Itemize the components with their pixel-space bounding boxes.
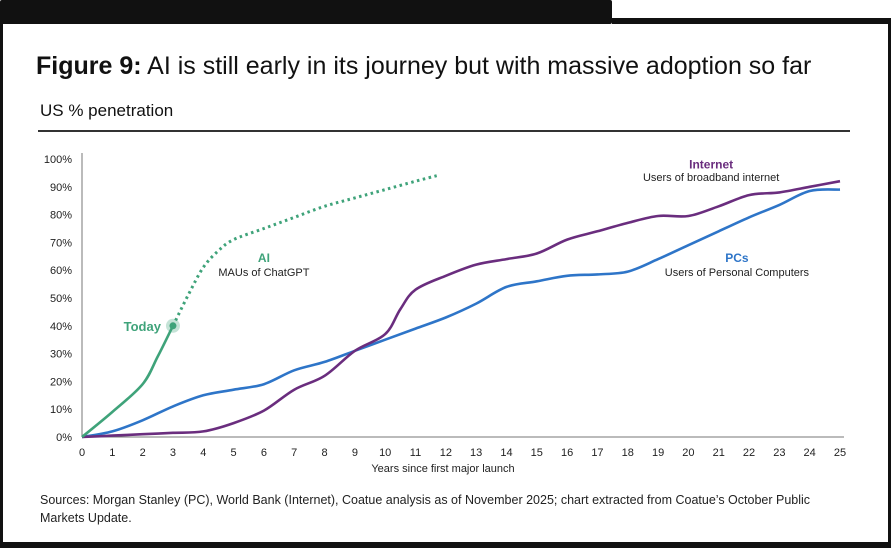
x-tick-label: 14 [500, 447, 512, 459]
figure-label: Figure 9: [36, 52, 142, 80]
y-tick-label: 100% [44, 154, 72, 166]
x-tick-label: 8 [321, 447, 327, 459]
chart-axes: 0%10%20%30%40%50%60%70%80%90%100%0 1 2 3 4 5 6… [44, 153, 846, 475]
x-tick-label: 2 [140, 447, 146, 459]
x-tick-label: 1 [109, 447, 115, 459]
today-annotation: Today [124, 319, 162, 334]
pcs-series-line [81, 188, 841, 439]
y-tick-label: 30% [50, 349, 72, 361]
title-divider [38, 130, 850, 132]
x-tick-label: 25 [834, 447, 846, 459]
x-tick-label: 12 [440, 447, 452, 459]
y-tick-label: 70% [50, 237, 72, 249]
x-tick-label: 15 [531, 447, 543, 459]
y-tick-label: 90% [50, 182, 72, 194]
y-tick-label: 50% [50, 293, 72, 305]
x-tick-label: 3 [170, 447, 176, 459]
x-tick-label: 21 [713, 447, 725, 459]
y-tick-label: 80% [50, 210, 72, 222]
source-note: Sources: Morgan Stanley (PC), World Bank… [40, 493, 811, 525]
internet-series-description: Users of broadband internet [643, 172, 779, 184]
x-tick-label: 7 [291, 447, 297, 459]
y-tick-label: 20% [50, 376, 72, 388]
internet-series-line [81, 179, 841, 439]
x-tick-label: 23 [773, 447, 785, 459]
x-tick-label: 22 [743, 447, 755, 459]
x-tick-label: 9 [352, 447, 358, 459]
ai-projected-line [171, 174, 438, 327]
figure-title: Figure 9: AI is still early in its journ… [36, 52, 811, 81]
x-tick-label: 6 [261, 447, 267, 459]
x-tick-label: 19 [652, 447, 664, 459]
figure-title-text: AI is still early in its journey but wit… [147, 52, 812, 80]
x-tick-label: 5 [231, 447, 237, 459]
x-tick-label: 11 [410, 447, 421, 459]
today-marker [169, 322, 177, 330]
y-tick-label: 60% [50, 265, 72, 277]
figure-frame [0, 18, 891, 548]
y-tick-label: 0% [56, 432, 72, 444]
x-tick-label: 17 [591, 447, 603, 459]
top-bar-thin-decoration [612, 18, 891, 24]
x-tick-label: 4 [200, 447, 206, 459]
x-tick-label: 0 [79, 447, 85, 459]
x-axis-title: Years since first major launch [371, 463, 514, 475]
pcs-series-description: Users of Personal Computers [665, 267, 810, 279]
pcs-series-name: PCs [725, 251, 749, 265]
x-tick-label: 18 [622, 447, 634, 459]
ai-series-description: MAUs of ChatGPT [218, 267, 309, 279]
chart-subtitle: US % penetration [40, 101, 174, 120]
line-chart: 0%10%20%30%40%50%60%70%80%90%100%0 1 2 3 4 5 6… [44, 153, 846, 475]
internet-series-name: Internet [689, 158, 733, 172]
x-tick-label: 24 [804, 447, 816, 459]
x-tick-label: 10 [379, 447, 391, 459]
x-tick-label: 16 [561, 447, 573, 459]
bottom-bar-decoration [0, 542, 891, 548]
x-tick-label: 20 [682, 447, 694, 459]
ai-series-line [81, 325, 175, 439]
y-tick-label: 40% [50, 321, 72, 333]
ai-series-name: AI [258, 251, 270, 265]
top-bar-decoration [0, 0, 612, 24]
y-tick-label: 10% [50, 404, 72, 416]
chart-series [81, 174, 841, 439]
x-tick-label: 13 [470, 447, 482, 459]
